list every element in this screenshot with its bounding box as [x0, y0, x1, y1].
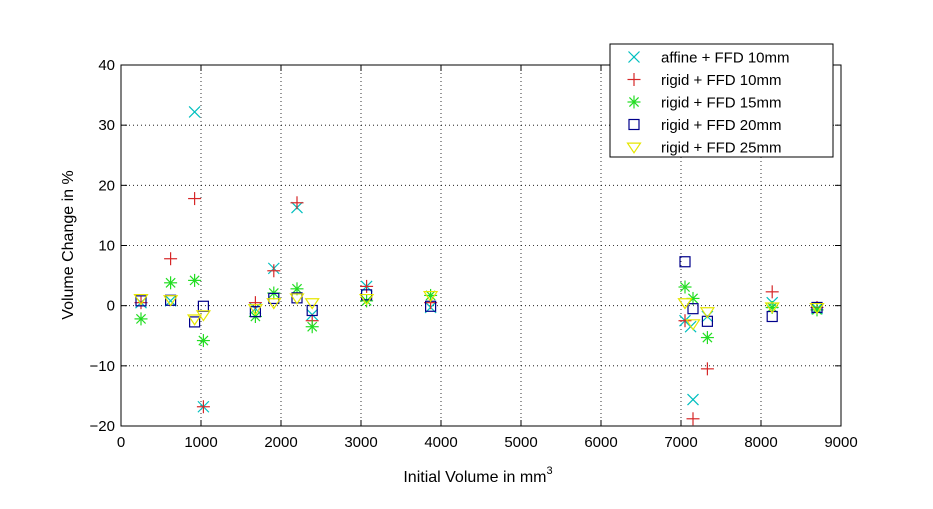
data-point: [360, 279, 374, 293]
series-5-points: [133, 290, 825, 331]
data-point: [305, 320, 319, 334]
data-point: [164, 276, 178, 290]
data-point: [304, 298, 320, 310]
x-tick-label: 9000: [824, 434, 857, 451]
legend-entry: rigid + FFD 10mm: [627, 72, 781, 89]
legend-entries: affine + FFD 10mm rigid + FFD 10mm rigid +…: [626, 50, 790, 157]
data-point: [764, 302, 780, 314]
legend-marker: [627, 95, 641, 109]
legend-box: [609, 43, 834, 158]
data-point: [700, 331, 714, 345]
data-point: [188, 273, 202, 287]
legend-label: rigid + FFD 15mm: [661, 95, 781, 112]
data-point: [699, 307, 716, 319]
x-tick-labels: 0 1000 2000 3000 4000 5000 6000 7000 8000 9000: [117, 434, 858, 451]
data-point: [135, 295, 147, 307]
data-point: [687, 303, 699, 315]
legend-entry: affine + FFD 10mm: [628, 50, 790, 67]
data-point: [422, 290, 439, 303]
data-point: [306, 304, 318, 317]
x-tick-label: 1000: [184, 434, 217, 451]
legend-marker: [628, 51, 640, 63]
grid-lines: [121, 65, 841, 426]
data-point: [700, 362, 714, 376]
x-tick-label: 7000: [664, 434, 697, 451]
data-point: [188, 192, 202, 206]
x-tick-label: 4000: [424, 434, 457, 451]
series-2-points: [134, 192, 824, 426]
data-point: [685, 319, 701, 331]
legend-label: rigid + FFD 20mm: [661, 117, 781, 134]
data-point: [679, 256, 691, 268]
legend-marker: [626, 142, 642, 154]
data-point: [162, 295, 179, 307]
x-tick-label: 3000: [344, 434, 377, 451]
data-point: [164, 294, 177, 307]
data-point: [809, 302, 825, 315]
x-axis-label: Initial Volume in mm3: [403, 465, 552, 486]
legend-entry: rigid + FFD 25mm: [626, 140, 781, 157]
data-point: [701, 315, 714, 327]
data-point: [249, 306, 261, 318]
data-point: [267, 264, 281, 278]
data-point: [677, 298, 693, 310]
data-point: [360, 294, 374, 308]
data-point: [290, 196, 304, 210]
x-tick-label: 5000: [504, 434, 537, 451]
data-point: [196, 400, 210, 414]
legend-marker: [627, 73, 641, 86]
y-tick-label: −20: [90, 418, 115, 435]
data-point: [189, 316, 201, 328]
data-points: [133, 106, 825, 426]
legend: affine + FFD 10mm rigid + FFD 10mm rigid +…: [609, 43, 834, 158]
legend-entry: rigid + FFD 15mm: [627, 95, 781, 112]
y-axis-label: Volume Change in %: [60, 170, 77, 319]
data-point: [358, 293, 375, 306]
data-point: [195, 310, 212, 322]
data-point: [247, 304, 264, 316]
y-tick-label: 0: [107, 298, 115, 315]
data-point: [765, 285, 779, 299]
y-tick-label: 40: [98, 57, 115, 74]
x-tick-label: 6000: [584, 434, 617, 451]
legend-entry: rigid + FFD 20mm: [628, 117, 781, 134]
data-point: [289, 293, 305, 305]
legend-marker: [628, 118, 640, 131]
data-point: [678, 280, 692, 294]
data-point: [134, 296, 148, 310]
y-tick-labels: −20 −10 0 10 20 30 40: [90, 57, 115, 435]
data-point: [687, 393, 699, 406]
data-point: [686, 412, 700, 426]
data-point: [133, 293, 149, 306]
x-tick-label: 2000: [264, 434, 297, 451]
data-point: [186, 314, 203, 326]
data-point: [164, 252, 178, 266]
data-point: [134, 312, 148, 326]
data-point: [196, 334, 210, 348]
legend-label: rigid + FFD 10mm: [661, 72, 781, 89]
y-tick-label: 20: [98, 177, 115, 194]
data-point: [266, 298, 282, 310]
y-tick-label: 30: [98, 117, 115, 134]
x-tick-label: 0: [117, 434, 125, 451]
legend-label: affine + FFD 10mm: [661, 50, 790, 67]
data-point: [766, 310, 778, 323]
data-point: [188, 106, 201, 118]
y-tick-label: −10: [90, 358, 115, 375]
plot-frame: [120, 64, 842, 427]
legend-label: rigid + FFD 25mm: [661, 140, 781, 157]
data-point: [678, 314, 692, 328]
x-tick-label: 8000: [744, 434, 777, 451]
y-tick-label: 10: [98, 238, 115, 255]
